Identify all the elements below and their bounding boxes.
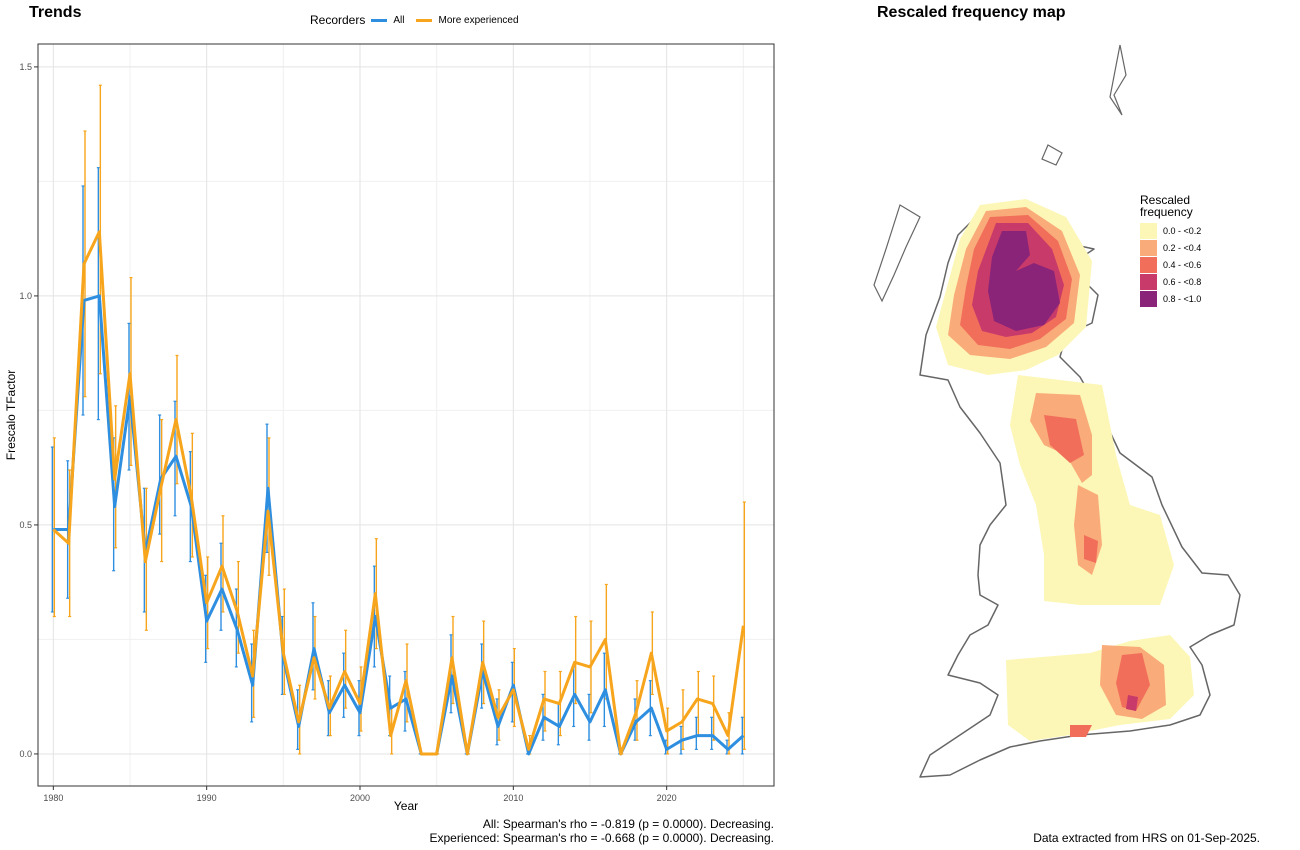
map-legend-swatch bbox=[1140, 240, 1157, 256]
map-legend-label: 0.6 - <0.8 bbox=[1163, 277, 1201, 287]
caption-experienced: Experienced: Spearman's rho = -0.668 (p … bbox=[429, 831, 775, 845]
x-tick-label: 2000 bbox=[350, 793, 370, 803]
map-legend-title-2: frequency bbox=[1140, 205, 1193, 219]
orkney-outline bbox=[1041, 144, 1063, 166]
legend-title: Recorders bbox=[310, 13, 366, 27]
caption-all: All: Spearman's rho = -0.819 (p = 0.0000… bbox=[482, 817, 774, 831]
map-legend-label: 0.8 - <1.0 bbox=[1163, 294, 1201, 304]
y-tick-label: 1.0 bbox=[19, 291, 32, 301]
series-line-experienced bbox=[52, 230, 745, 756]
trends-legend: Recorders All More experienced bbox=[310, 12, 519, 28]
error-bars bbox=[50, 84, 746, 755]
map-legend-title-1: Rescaled bbox=[1140, 193, 1190, 207]
y-axis-label: Frescalo TFactor bbox=[4, 370, 18, 460]
series-lines bbox=[52, 230, 745, 756]
trends-title: Trends bbox=[29, 4, 82, 21]
plot-panel bbox=[37, 43, 775, 787]
legend-swatch-experienced bbox=[416, 18, 433, 22]
x-tick-label: 2020 bbox=[657, 793, 677, 803]
y-tick-label: 0.5 bbox=[19, 520, 32, 530]
x-axis-label: Year bbox=[394, 799, 418, 813]
map-legend-swatch bbox=[1140, 257, 1157, 273]
y-tick-label: 1.5 bbox=[19, 62, 32, 72]
frequency-map: Rescaled frequency 0.0 - <0.2 0.2 - <0.4 0… bbox=[873, 44, 1241, 778]
map-legend-label: 0.4 - <0.6 bbox=[1163, 260, 1201, 270]
x-tick-label: 1980 bbox=[43, 793, 63, 803]
outer-hebrides-outline bbox=[873, 204, 921, 303]
shetland-outline bbox=[1109, 44, 1127, 116]
axis-ticks: 0.0 0.5 1.0 1.5 1980 1990 2000 2010 2020 bbox=[19, 62, 676, 803]
legend-swatch-all bbox=[371, 18, 388, 22]
trends-chart: 0.0 0.5 1.0 1.5 1980 1990 2000 2010 2020 Year Fr… bbox=[4, 43, 775, 813]
x-tick-label: 1990 bbox=[197, 793, 217, 803]
frequency-patches bbox=[936, 199, 1194, 741]
source-note: Data extracted from HRS on 01-Sep-2025. bbox=[1033, 831, 1260, 845]
legend-label-experienced: More experienced bbox=[438, 14, 519, 26]
map-legend-swatch bbox=[1140, 223, 1157, 239]
map-legend-swatch bbox=[1140, 274, 1157, 290]
map-legend-label: 0.2 - <0.4 bbox=[1163, 243, 1201, 253]
y-tick-label: 0.0 bbox=[19, 749, 32, 759]
x-tick-label: 2010 bbox=[503, 793, 523, 803]
map-legend-swatch bbox=[1140, 291, 1157, 307]
map-legend-label: 0.0 - <0.2 bbox=[1163, 226, 1201, 236]
legend-label-all: All bbox=[393, 14, 405, 26]
map-title: Rescaled frequency map bbox=[877, 4, 1066, 21]
map-legend: Rescaled frequency 0.0 - <0.2 0.2 - <0.4 0… bbox=[1140, 193, 1201, 307]
gridlines bbox=[38, 44, 774, 786]
